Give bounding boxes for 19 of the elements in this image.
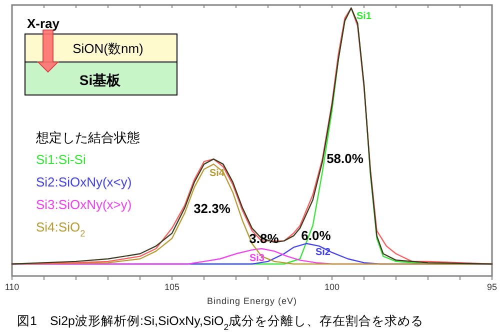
x-tick-label: 110 bbox=[4, 282, 20, 292]
annotation: Si2 bbox=[315, 247, 331, 258]
text: Si3:SiOxNy(x>y) bbox=[36, 197, 132, 212]
x-tick-label: 100 bbox=[324, 282, 340, 292]
text: Si1:Si-Si bbox=[36, 152, 86, 167]
caption: 図1 Si2p波形解析例:Si,SiOxNy,SiO$_{2}$成分を分離し、存在割合を求める bbox=[17, 314, 424, 332]
series-label: Si4:SiO$_{2}$ bbox=[36, 220, 86, 238]
annotation: X-ray bbox=[27, 16, 60, 31]
annotation: Si基板 bbox=[79, 72, 122, 88]
legend-title: 想定した結合状態 bbox=[35, 130, 140, 145]
x-tick-label: 95 bbox=[486, 282, 498, 292]
annotation: Si3 bbox=[249, 253, 265, 264]
x-axis-title: Binding Energy (eV) bbox=[206, 296, 298, 306]
x-tick-label: 105 bbox=[164, 282, 180, 292]
annotation: Si1 bbox=[356, 11, 372, 22]
text: Si2:SiOxNy(x<y) bbox=[36, 174, 132, 190]
annotation: SiON(数nm) bbox=[72, 41, 144, 56]
annotation: 32.3% bbox=[194, 201, 231, 216]
annotation: 58.0% bbox=[326, 151, 364, 166]
